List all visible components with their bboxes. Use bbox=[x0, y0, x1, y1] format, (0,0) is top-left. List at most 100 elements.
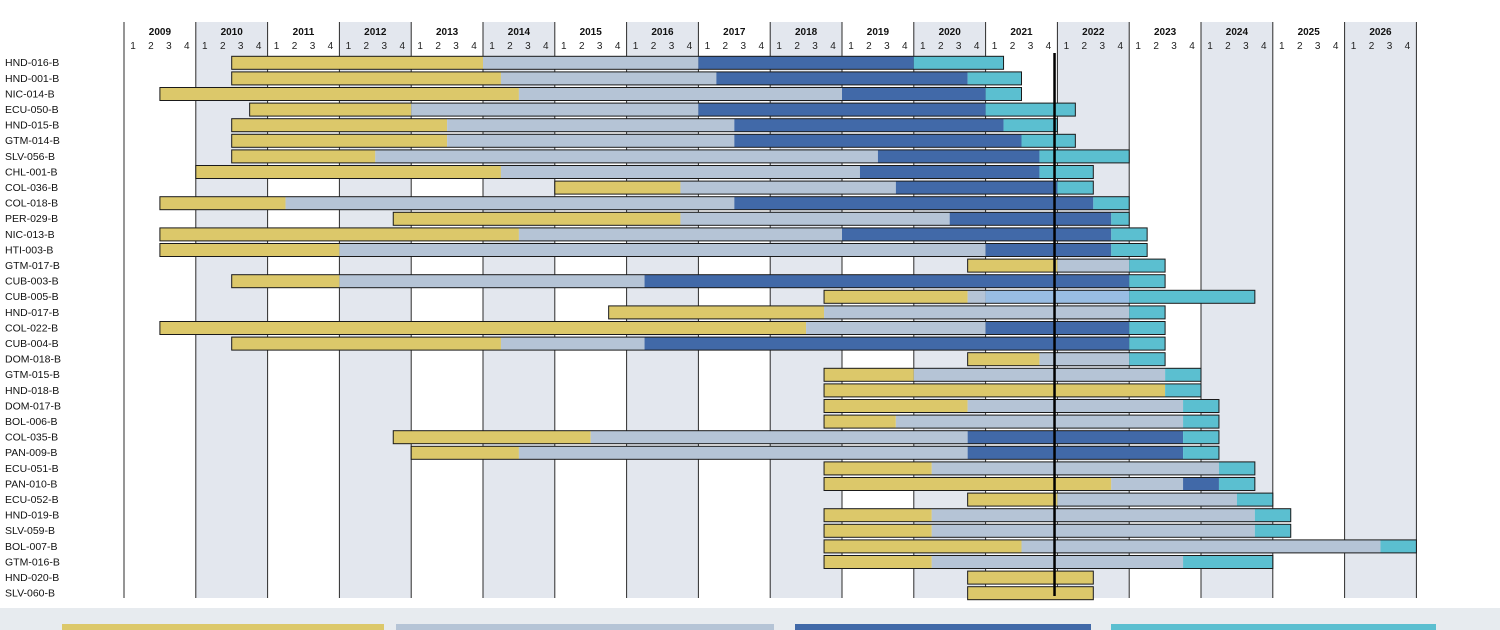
bar-segment-prep bbox=[967, 493, 1058, 507]
year-header: 2009 2010 2011 2012 2013 2014 2015 2016 2017 2018… bbox=[149, 27, 1392, 38]
quarter-label-2015-3: 3 bbox=[597, 41, 603, 52]
quarter-label-2012-4: 4 bbox=[399, 41, 405, 52]
bar-segment-prep bbox=[231, 149, 376, 163]
bar-outline bbox=[231, 55, 1005, 70]
bar-segment-close bbox=[1129, 259, 1166, 273]
bar-segment-close bbox=[1129, 305, 1166, 319]
quarter-label-2013-1: 1 bbox=[417, 41, 423, 52]
bar-outline bbox=[967, 570, 1094, 585]
quarter-label-2010-2: 2 bbox=[220, 41, 226, 52]
bar-segment-prep bbox=[824, 290, 968, 304]
project-label: DOM-017-B bbox=[5, 400, 61, 412]
quarter-label-2021-3: 3 bbox=[1028, 41, 1034, 52]
quarter-label-2019-4: 4 bbox=[902, 41, 908, 52]
bar-segment-prep bbox=[231, 56, 483, 70]
quarter-label-2009-2: 2 bbox=[148, 41, 154, 52]
bar-segment-close bbox=[967, 71, 1022, 85]
year-label-2023: 2023 bbox=[1154, 27, 1177, 38]
bar-segment-close bbox=[1183, 555, 1273, 569]
bar-outline bbox=[967, 258, 1166, 273]
year-label-2010: 2010 bbox=[221, 27, 244, 38]
bar-segment-prep bbox=[824, 399, 968, 413]
bar-segment-prep bbox=[824, 368, 914, 382]
bar-segment-prep bbox=[608, 305, 825, 319]
bar-segment-full bbox=[877, 149, 1040, 163]
project-label: HTI-003-B bbox=[5, 244, 53, 256]
bar-segment-close bbox=[1165, 368, 1201, 382]
quarter-label-2023-3: 3 bbox=[1171, 41, 1177, 52]
year-label-2019: 2019 bbox=[867, 27, 890, 38]
quarter-label-2021-2: 2 bbox=[1010, 41, 1016, 52]
legend-swatch-prep bbox=[62, 624, 384, 630]
bar-segment-prep bbox=[554, 181, 681, 195]
bar-outline bbox=[823, 461, 1256, 476]
bar-outline bbox=[231, 149, 1130, 164]
bar-segment-full bbox=[644, 337, 1130, 351]
bar-outline bbox=[159, 196, 1130, 211]
quarter-label-2023-1: 1 bbox=[1135, 41, 1141, 52]
bar-segment-prep bbox=[824, 524, 932, 538]
bar-outline bbox=[967, 492, 1274, 507]
bar-segment-close bbox=[1218, 477, 1255, 491]
bar-outline bbox=[231, 274, 1166, 289]
legend-swatch-close bbox=[1111, 624, 1436, 630]
bar-outline bbox=[231, 118, 1058, 133]
quarter-label-2014-1: 1 bbox=[489, 41, 495, 52]
bar-segment-full bbox=[842, 227, 1112, 241]
project-label: COL-036-B bbox=[5, 182, 58, 194]
bar-segment-close bbox=[1111, 212, 1130, 226]
bar-segment-impl bbox=[339, 274, 645, 288]
quarter-label-2017-2: 2 bbox=[723, 41, 729, 52]
bar-outline bbox=[823, 399, 1220, 413]
quarter-label-2014-2: 2 bbox=[507, 41, 513, 52]
bar-segment-impl bbox=[931, 508, 1255, 522]
quarter-label-2011-1: 1 bbox=[274, 41, 280, 52]
bar-outline bbox=[159, 321, 1166, 335]
quarter-label-2019-3: 3 bbox=[884, 41, 890, 52]
quarter-label-2009-4: 4 bbox=[184, 41, 190, 52]
bar-segment-ext bbox=[985, 290, 1130, 304]
quarter-label-2018-3: 3 bbox=[812, 41, 818, 52]
quarter-label-2009-3: 3 bbox=[166, 41, 172, 52]
bar-segment-impl bbox=[483, 56, 699, 70]
quarter-label-2016-3: 3 bbox=[669, 41, 675, 52]
bar-segment-close bbox=[985, 103, 1076, 117]
project-label: ECU-050-B bbox=[5, 104, 59, 116]
bar-outline bbox=[410, 445, 1220, 460]
bar-outline bbox=[231, 133, 1076, 148]
bar-segment-full bbox=[698, 56, 914, 70]
quarter-label-2020-1: 1 bbox=[920, 41, 926, 52]
bar-outline bbox=[159, 227, 1148, 242]
quarter-label-2022-1: 1 bbox=[1064, 41, 1070, 52]
bar-segment-full bbox=[734, 118, 1004, 132]
bar-outline bbox=[392, 430, 1220, 445]
year-shade-2010 bbox=[195, 22, 268, 598]
bar-segment-impl bbox=[931, 524, 1255, 538]
quarter-label-2013-4: 4 bbox=[471, 41, 477, 52]
bar-segment-prep bbox=[159, 243, 340, 257]
bar-segment-impl bbox=[1039, 352, 1130, 366]
bar-segment-close bbox=[1183, 430, 1219, 444]
bar-outline bbox=[249, 102, 1076, 117]
bar-segment-impl bbox=[500, 337, 645, 351]
bar-segment-impl bbox=[967, 399, 1184, 413]
bar-segment-prep bbox=[231, 134, 448, 148]
quarter-label-2019-2: 2 bbox=[866, 41, 872, 52]
bar-outline bbox=[195, 165, 1094, 179]
year-shade-2012 bbox=[339, 22, 412, 598]
bar-segment-prep bbox=[393, 430, 591, 444]
bar-segment-impl bbox=[967, 290, 986, 304]
bar-segment-impl bbox=[913, 368, 1166, 382]
year-label-2017: 2017 bbox=[723, 27, 746, 38]
quarter-label-2024-4: 4 bbox=[1261, 41, 1267, 52]
bar-segment-full bbox=[644, 274, 1130, 288]
project-label: BOL-006-B bbox=[5, 416, 58, 428]
year-label-2018: 2018 bbox=[795, 27, 818, 38]
quarter-label-2018-1: 1 bbox=[776, 41, 782, 52]
quarter-label-2010-1: 1 bbox=[202, 41, 208, 52]
bar-segment-close bbox=[1129, 337, 1166, 351]
quarter-label-2011-2: 2 bbox=[292, 41, 298, 52]
bar-outline bbox=[823, 523, 1292, 538]
bar-segment-impl bbox=[518, 227, 842, 241]
project-label: CUB-003-B bbox=[5, 276, 59, 288]
